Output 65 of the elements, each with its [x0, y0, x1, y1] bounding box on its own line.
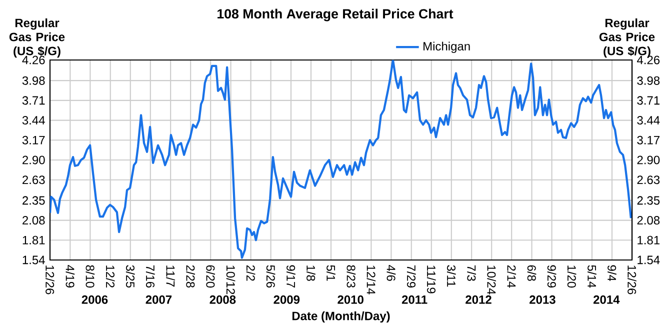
- y2-tick-label: 2.63: [637, 176, 660, 184]
- y2-tick-label: 3.17: [637, 136, 660, 144]
- text: 2013: [530, 295, 556, 304]
- y-tick-label: 3.44: [22, 116, 45, 125]
- text: 2008: [210, 295, 236, 304]
- x-tick-label: 12/14: [366, 266, 376, 294]
- x-tick-label: 12/2: [106, 266, 115, 288]
- x-tick-label: 1/8: [306, 266, 316, 281]
- x-tick-label: 2/2: [246, 265, 256, 281]
- y-tick-label: 1.81: [22, 236, 45, 244]
- y2-tick-label: 4.26: [637, 56, 660, 64]
- x-tick-label: 3/11: [446, 265, 456, 287]
- x-tick-label: 11/19: [426, 266, 436, 294]
- text: 2009: [274, 295, 300, 304]
- text: 2010: [338, 295, 364, 304]
- x-tick-label: 8/10: [86, 265, 95, 288]
- text: 2006: [82, 295, 108, 304]
- y-tick-label: 3.17: [22, 136, 45, 144]
- y-tick-label: 2.35: [22, 196, 45, 205]
- x-tick-label: 5/14: [588, 265, 596, 288]
- chart-title: 108 Month Average Retail Price Chart: [218, 8, 454, 22]
- y2-tick-label: 2.08: [637, 216, 660, 225]
- x-tick-label: 7/3: [467, 265, 476, 281]
- y2-tick-label: 3.98: [637, 76, 660, 85]
- x-tick-label: 3/25: [126, 265, 135, 288]
- x-tick-label: 9/4: [608, 265, 616, 282]
- y-tick-label: 3.71: [22, 96, 45, 105]
- x-tick-label: 12/26: [628, 266, 636, 294]
- y-tick-label: 3.98: [22, 76, 45, 85]
- legend-label: Michigan: [424, 42, 470, 53]
- x-tick-label: 7/29: [406, 265, 416, 288]
- y2-tick-label: 3.71: [637, 96, 660, 105]
- x-tick-label: 2/14: [507, 265, 516, 288]
- y2-tick-label: 1.81: [638, 236, 660, 244]
- y2-tick-label: 2.90: [637, 156, 660, 164]
- x-tick-label: 8/23: [346, 265, 356, 288]
- x-tick-label: 7/16: [146, 265, 155, 288]
- x-tick-label: 9/17: [286, 265, 296, 288]
- x-tick-label: 5/26: [266, 265, 276, 288]
- text: 2007: [146, 295, 172, 304]
- x-tick-label: 2/28: [186, 265, 195, 288]
- y2-tick-label: 2.35: [637, 196, 660, 205]
- x-axis-title: Date (Month/Day): [292, 311, 390, 323]
- x-tick-label: 4/6: [386, 264, 396, 281]
- x-tick-label: 10/12: [226, 266, 236, 294]
- text: 2012: [466, 295, 492, 304]
- y-tick-label: 2.63: [22, 176, 45, 184]
- y-tick-label: 4.26: [22, 56, 45, 64]
- line-series: [50, 60, 632, 259]
- x-tick-label: 6/20: [206, 265, 216, 288]
- x-tick-label: 12/26: [46, 266, 54, 294]
- x-tick-label: 1/20: [567, 266, 576, 288]
- x-tick-label: 6/8: [527, 265, 536, 281]
- y-tick-label: 2.90: [22, 156, 45, 164]
- y2-tick-label: 1.54: [638, 256, 660, 264]
- x-tick-label: 4/19: [66, 264, 75, 288]
- text: 2014: [593, 295, 620, 304]
- x-tick-label: 11/7: [166, 266, 175, 287]
- y-tick-label: 2.08: [22, 216, 45, 225]
- x-tick-label: 9/29: [547, 265, 556, 288]
- y-tick-label: 1.54: [22, 256, 45, 264]
- x-tick-label: 10/24: [487, 266, 496, 294]
- y2-tick-label: 3.44: [637, 116, 660, 125]
- text: 2011: [402, 295, 428, 304]
- x-tick-label: 5/1: [326, 265, 336, 281]
